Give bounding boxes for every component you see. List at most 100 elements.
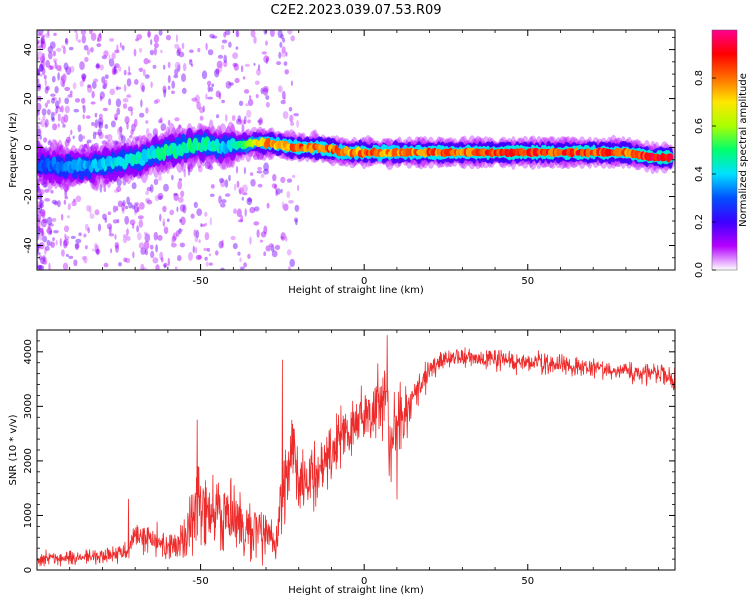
heatmap-cell	[44, 119, 49, 128]
heatmap-cell	[262, 86, 269, 93]
heatmap-cell	[178, 228, 182, 235]
heatmap-cell	[51, 97, 57, 101]
heatmap-cell	[63, 183, 69, 193]
heatmap-cell	[41, 231, 45, 237]
snr-x-axis-label: Height of straight line (km)	[288, 585, 424, 596]
heatmap-cell	[62, 73, 67, 79]
heatmap-cell	[44, 86, 49, 94]
heatmap-cell	[263, 162, 269, 172]
heatmap-cell	[104, 74, 109, 79]
heatmap-cell	[106, 223, 113, 230]
heatmap-cell	[103, 186, 107, 193]
heatmap-cell	[86, 205, 91, 212]
heatmap-cell	[40, 39, 44, 48]
heatmap-cell	[169, 209, 174, 216]
heatmap-cell	[95, 248, 101, 255]
heatmap-cell	[220, 203, 226, 208]
heatmap-cell	[178, 178, 183, 182]
heatmap-cell	[97, 128, 102, 137]
heatmap-cell	[114, 234, 117, 240]
heatmap-cell	[263, 30, 268, 35]
heatmap-cell	[51, 75, 56, 83]
heatmap-cell	[193, 201, 198, 209]
heatmap-cell	[171, 90, 175, 95]
heatmap-cell	[266, 202, 270, 209]
heatmap-cell	[155, 244, 159, 253]
heatmap-cell	[249, 95, 252, 100]
heatmap-cell	[189, 49, 194, 53]
heatmap-cell	[104, 124, 109, 129]
heatmap-cell	[98, 131, 104, 140]
heatmap-cell	[223, 54, 227, 64]
heatmap-cell	[37, 40, 40, 45]
heatmap-cell	[220, 267, 225, 270]
heatmap-cell	[236, 180, 240, 188]
heatmap-cell	[68, 46, 74, 51]
heatmap-cell	[37, 45, 43, 49]
heatmap-cell	[136, 34, 143, 40]
heatmap-cell	[39, 193, 43, 202]
heatmap-cell	[83, 44, 89, 51]
heatmap-cell	[116, 219, 120, 224]
heatmap-cell	[189, 58, 193, 62]
heatmap-cell	[175, 230, 180, 237]
heatmap-cell	[37, 251, 41, 256]
heatmap-cell	[37, 68, 41, 77]
heatmap-cell	[89, 30, 93, 35]
heatmap-cell	[153, 100, 158, 104]
heatmap-cell	[43, 74, 47, 80]
heatmap-cell	[115, 140, 118, 145]
heatmap-cell	[241, 184, 248, 193]
heatmap-cell	[94, 119, 98, 129]
heatmap-cell	[296, 119, 299, 128]
heatmap-cell	[247, 119, 251, 124]
heatmap-cell	[38, 63, 44, 72]
heatmap-cell	[115, 244, 119, 253]
heatmap-cell	[260, 87, 264, 94]
heatmap-cell	[62, 46, 66, 55]
colorbar-label: Normalized spectral amplitude	[738, 73, 749, 227]
heatmap-cell	[99, 184, 103, 193]
heatmap-cell	[235, 30, 238, 38]
heatmap-cell	[167, 85, 171, 90]
heatmap-cell	[71, 200, 77, 207]
snr-y-tick-label: 3000	[23, 394, 34, 419]
heatmap-cell	[99, 91, 105, 100]
heatmap-cell	[201, 70, 208, 80]
heatmap-cell	[56, 47, 62, 52]
heatmap-cell	[37, 232, 40, 241]
heatmap-cell	[285, 51, 288, 57]
heatmap-cell	[147, 31, 151, 38]
heatmap-cell	[62, 78, 65, 88]
heatmap-cell	[132, 251, 135, 259]
heatmap-cell	[235, 46, 239, 50]
heatmap-cell	[137, 215, 144, 220]
heatmap-cell	[138, 242, 145, 249]
heatmap-cell	[132, 223, 135, 229]
heatmap-cell	[114, 113, 118, 121]
heatmap-cell	[121, 207, 125, 214]
heatmap-cell	[146, 186, 152, 192]
heatmap-cell	[284, 69, 290, 75]
heatmap-cell	[106, 134, 113, 142]
heatmap-cell	[37, 225, 41, 233]
heatmap-cell	[59, 106, 62, 113]
heatmap-cell	[83, 135, 85, 139]
heatmap-cell	[290, 80, 293, 87]
heatmap-cell	[173, 193, 179, 201]
heatmap-cell	[294, 217, 298, 223]
heatmap-cell	[150, 39, 153, 46]
heatmap-cell	[98, 113, 103, 120]
heatmap-cell	[62, 262, 69, 270]
heatmap-cell	[124, 215, 130, 225]
heatmap-cell	[37, 184, 40, 192]
heatmap-cell	[224, 193, 231, 197]
heatmap-cell	[41, 180, 48, 188]
heatmap-cell	[122, 98, 129, 103]
heatmap-cell	[145, 120, 149, 124]
heatmap-cell	[59, 64, 62, 72]
heatmap-cell	[219, 177, 224, 184]
heatmap-cell	[80, 148, 86, 153]
heatmap-cell	[40, 257, 46, 265]
heatmap-cell	[160, 123, 167, 131]
